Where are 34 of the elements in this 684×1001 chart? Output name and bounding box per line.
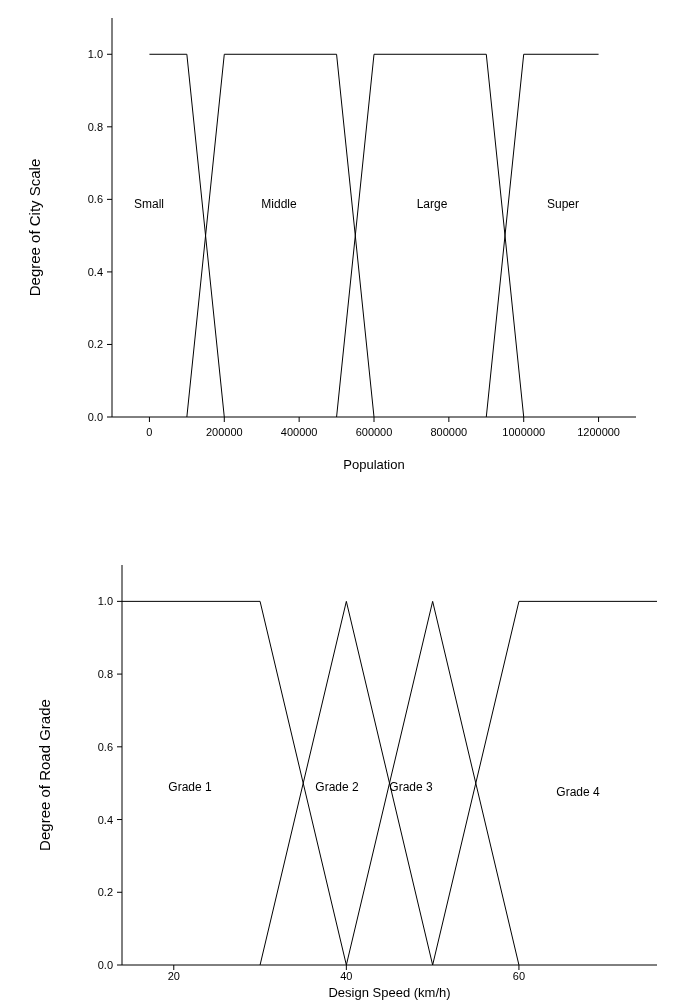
x-tick-label: 60 bbox=[512, 970, 526, 982]
annotation: Grade 1 bbox=[168, 780, 213, 795]
y-tick-label: 0.2 bbox=[87, 338, 103, 351]
y-tick-label: 1.0 bbox=[97, 595, 113, 608]
x-tick-label: 200000 bbox=[205, 426, 243, 438]
annotation: Large bbox=[416, 197, 448, 212]
y-tick-label: 0.0 bbox=[97, 959, 113, 971]
y-tick-label: 0.2 bbox=[97, 886, 113, 899]
y-tick-label: 0.4 bbox=[97, 813, 113, 826]
y-tick-label: 0.8 bbox=[87, 120, 103, 133]
x-tick-label: 40 bbox=[340, 970, 353, 982]
annotation: Super bbox=[546, 197, 580, 212]
y-tick-label: 0.6 bbox=[87, 193, 103, 206]
x-tick-label: 20 bbox=[167, 970, 180, 982]
x-tick-label: 1000000 bbox=[502, 426, 546, 438]
y-tick-label: 0.8 bbox=[97, 668, 113, 681]
x-tick-label: 800000 bbox=[430, 426, 468, 438]
x-tick-label: 0 bbox=[146, 426, 153, 438]
y-tick-label: 0.4 bbox=[87, 265, 103, 278]
y-tick-label: 0.6 bbox=[97, 740, 113, 753]
y-axis-title: Degree of City Scale bbox=[26, 158, 43, 297]
x-tick-label: 600000 bbox=[355, 426, 393, 438]
annotation: Grade 2 bbox=[315, 780, 360, 795]
x-tick-label: 1200000 bbox=[577, 426, 620, 438]
annotation: Small bbox=[133, 197, 165, 212]
y-tick-label: 0.0 bbox=[87, 411, 103, 423]
y-axis-title: Degree of Road Grade bbox=[36, 699, 53, 851]
annotation: Grade 4 bbox=[556, 785, 601, 800]
y-tick-label: 1.0 bbox=[87, 48, 103, 61]
annotation: Grade 3 bbox=[389, 780, 434, 795]
x-tick-label: 400000 bbox=[280, 426, 318, 438]
x-axis-title: Design Speed (km/h) bbox=[328, 985, 451, 1000]
x-axis-title: Population bbox=[343, 457, 405, 472]
annotation: Middle bbox=[261, 197, 297, 212]
